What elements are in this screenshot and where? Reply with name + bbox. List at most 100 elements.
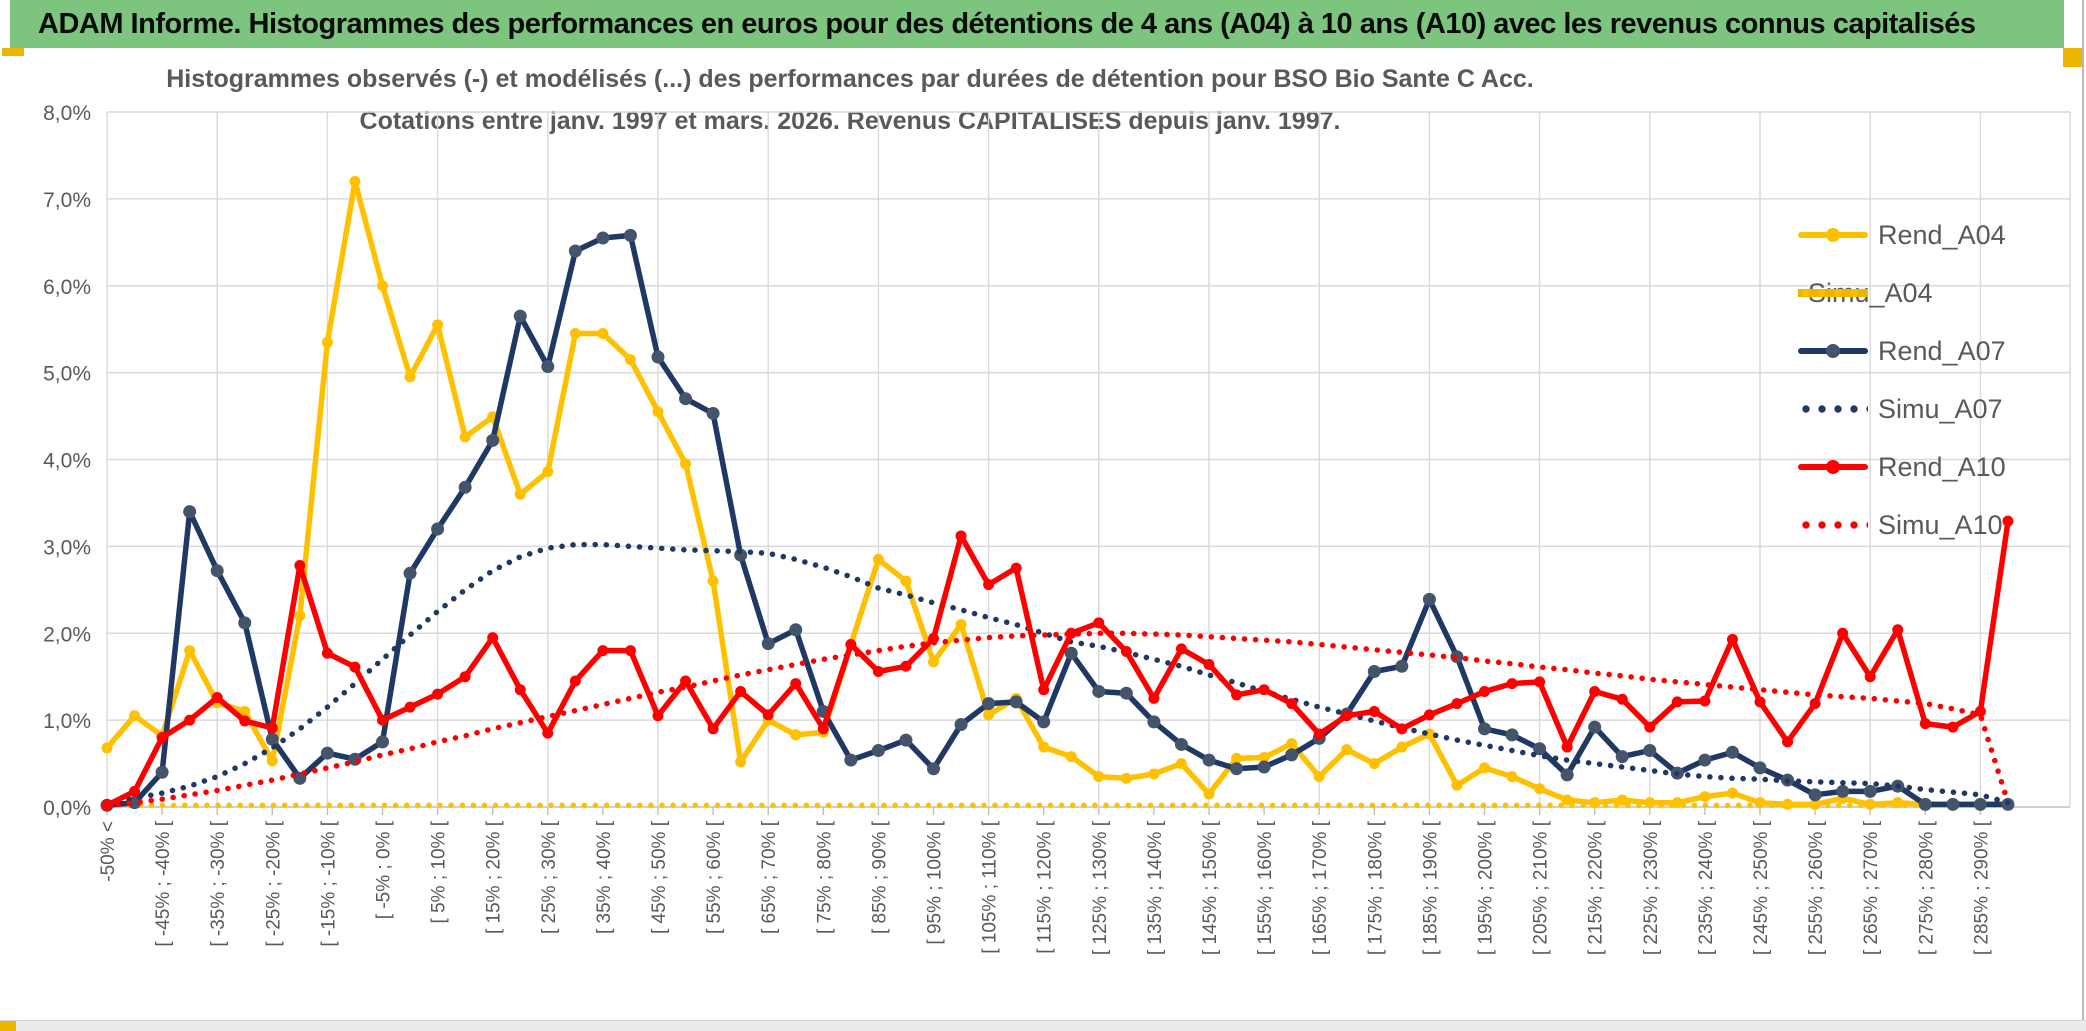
marker-rend_a10: [129, 785, 141, 797]
legend-label: Rend_A07: [1878, 335, 2006, 366]
x-tick-label: [ 135% ; 140% [: [1145, 820, 1166, 955]
marker-rend_a04: [1120, 772, 1132, 784]
marker-rend_a10: [266, 722, 278, 734]
marker-rend_a10: [321, 647, 333, 659]
series-line-rend_a04[interactable]: [104, 178, 2011, 808]
x-tick-label: [ 115% ; 120% [: [1035, 820, 1056, 953]
marker-rend_a04: [1203, 788, 1215, 800]
marker-rend_a07: [1533, 742, 1547, 756]
marker-rend_a07: [1092, 684, 1106, 698]
marker-rend_a10: [680, 675, 692, 687]
marker-rend_a07: [486, 433, 500, 447]
marker-rend_a04: [872, 553, 884, 565]
marker-rend_a10: [1616, 693, 1628, 705]
marker-rend_a04: [294, 610, 306, 622]
x-tick-label: [ 5% ; 10% [: [429, 820, 450, 923]
marker-rend_a07: [541, 360, 555, 374]
marker-rend_a10: [1892, 624, 1904, 636]
x-tick-label: [ 45% ; 50% [: [649, 820, 670, 934]
marker-rend_a07: [1395, 659, 1409, 673]
marker-rend_a10: [900, 660, 912, 672]
marker-rend_a10: [1286, 698, 1298, 710]
x-tick-label: [ 95% ; 100% [: [925, 820, 946, 944]
marker-rend_a10: [1203, 659, 1215, 671]
legend-item-simu-a07[interactable]: Simu_A07: [1798, 380, 2006, 438]
marker-rend_a04: [1175, 758, 1187, 770]
marker-rend_a07: [210, 564, 224, 578]
marker-rend_a07: [1836, 784, 1850, 798]
marker-rend_a10: [1974, 705, 1986, 717]
marker-rend_a10: [487, 632, 499, 644]
marker-rend_a07: [1147, 715, 1161, 729]
y-tick-label: 8,0%: [43, 102, 91, 125]
marker-rend_a04: [1506, 771, 1518, 783]
marker-rend_a07: [183, 505, 197, 519]
marker-rend_a04: [1065, 751, 1077, 763]
marker-rend_a10: [156, 732, 168, 743]
marker-rend_a04: [900, 575, 912, 587]
marker-rend_a04: [1479, 762, 1490, 774]
marker-rend_a07: [1808, 788, 1822, 802]
legend-item-rend-a04[interactable]: Rend_A04: [1798, 206, 2006, 264]
marker-rend_a04: [928, 656, 939, 668]
legend-item-simu-a04[interactable]: Simu_A04: [1798, 264, 2006, 322]
simu-a10-dotted-swatch: [1798, 521, 1868, 529]
marker-rend_a07: [1009, 695, 1023, 709]
page-title: ADAM Informe. Histogrammes des performan…: [38, 7, 1976, 40]
bottom-scroll-strip[interactable]: [0, 1020, 2086, 1031]
x-tick-label: [ -15% ; -10% [: [318, 820, 339, 946]
legend-item-rend-a10[interactable]: Rend_A10: [1798, 438, 2006, 496]
marker-rend_a10: [652, 710, 664, 722]
marker-rend_a04: [184, 645, 196, 657]
marker-rend_a07: [1119, 686, 1133, 700]
y-tick-label: 2,0%: [43, 623, 91, 646]
x-tick-label: [ 175% ; 180% [: [1365, 820, 1386, 955]
marker-rend_a04: [1093, 771, 1105, 783]
marker-rend_a10: [349, 661, 361, 673]
marker-rend_a04: [1561, 794, 1573, 806]
marker-rend_a04: [1231, 752, 1243, 764]
gold-accent-top-right: [2063, 48, 2083, 67]
series-line-rend_a07[interactable]: [104, 232, 2011, 809]
marker-rend_a10: [294, 559, 306, 571]
series-line-rend_a10[interactable]: [104, 518, 2011, 809]
marker-rend_a04: [1396, 741, 1408, 753]
rend-a07-line-swatch: [1798, 348, 1868, 354]
marker-rend_a04: [239, 705, 251, 717]
marker-rend_a10: [1699, 695, 1711, 707]
series-line-simu_a07[interactable]: [104, 541, 2011, 806]
marker-rend_a10: [955, 530, 967, 542]
marker-rend_a07: [1615, 750, 1629, 764]
marker-rend_a10: [1506, 678, 1518, 690]
marker-rend_a04: [983, 709, 995, 721]
x-tick-label: [ 165% ; 170% [: [1310, 820, 1331, 955]
x-tick-label: [ 185% ; 190% [: [1420, 820, 1441, 955]
marker-rend_a07: [1505, 728, 1519, 742]
marker-rend_a10: [1919, 718, 1931, 730]
marker-rend_a10: [1864, 671, 1876, 683]
marker-rend_a04: [1368, 758, 1380, 770]
marker-rend_a10: [2002, 515, 2014, 527]
marker-rend_a10: [1396, 723, 1408, 735]
simu-a07-dotted-swatch: [1798, 405, 1868, 413]
marker-rend_a10: [1671, 696, 1683, 708]
marker-rend_a04: [321, 336, 333, 348]
marker-rend_a10: [1120, 645, 1132, 657]
x-tick-label: [ 35% ; 40% [: [594, 820, 615, 934]
x-tick-label: [ -45% ; -40% [: [153, 820, 174, 946]
legend-item-rend-a07[interactable]: Rend_A07: [1798, 322, 2006, 380]
header-bar: ADAM Informe. Histogrammes des performan…: [10, 0, 2064, 48]
marker-rend_a10: [872, 665, 884, 677]
marker-rend_a10: [1561, 741, 1573, 753]
y-tick-label: 4,0%: [43, 450, 91, 473]
marker-rend_a10: [1175, 643, 1187, 655]
rend-a04-line-swatch: [1798, 232, 1868, 238]
x-tick-label: [ 215% ; 220% [: [1586, 820, 1607, 955]
marker-rend_a07: [265, 732, 279, 746]
series-line-simu_a10[interactable]: [104, 630, 2011, 809]
marker-rend_a10: [1368, 705, 1380, 717]
legend-item-simu-a10[interactable]: Simu_A10: [1798, 496, 2006, 554]
marker-rend_a10: [211, 692, 223, 704]
marker-rend_a04: [1286, 738, 1298, 750]
